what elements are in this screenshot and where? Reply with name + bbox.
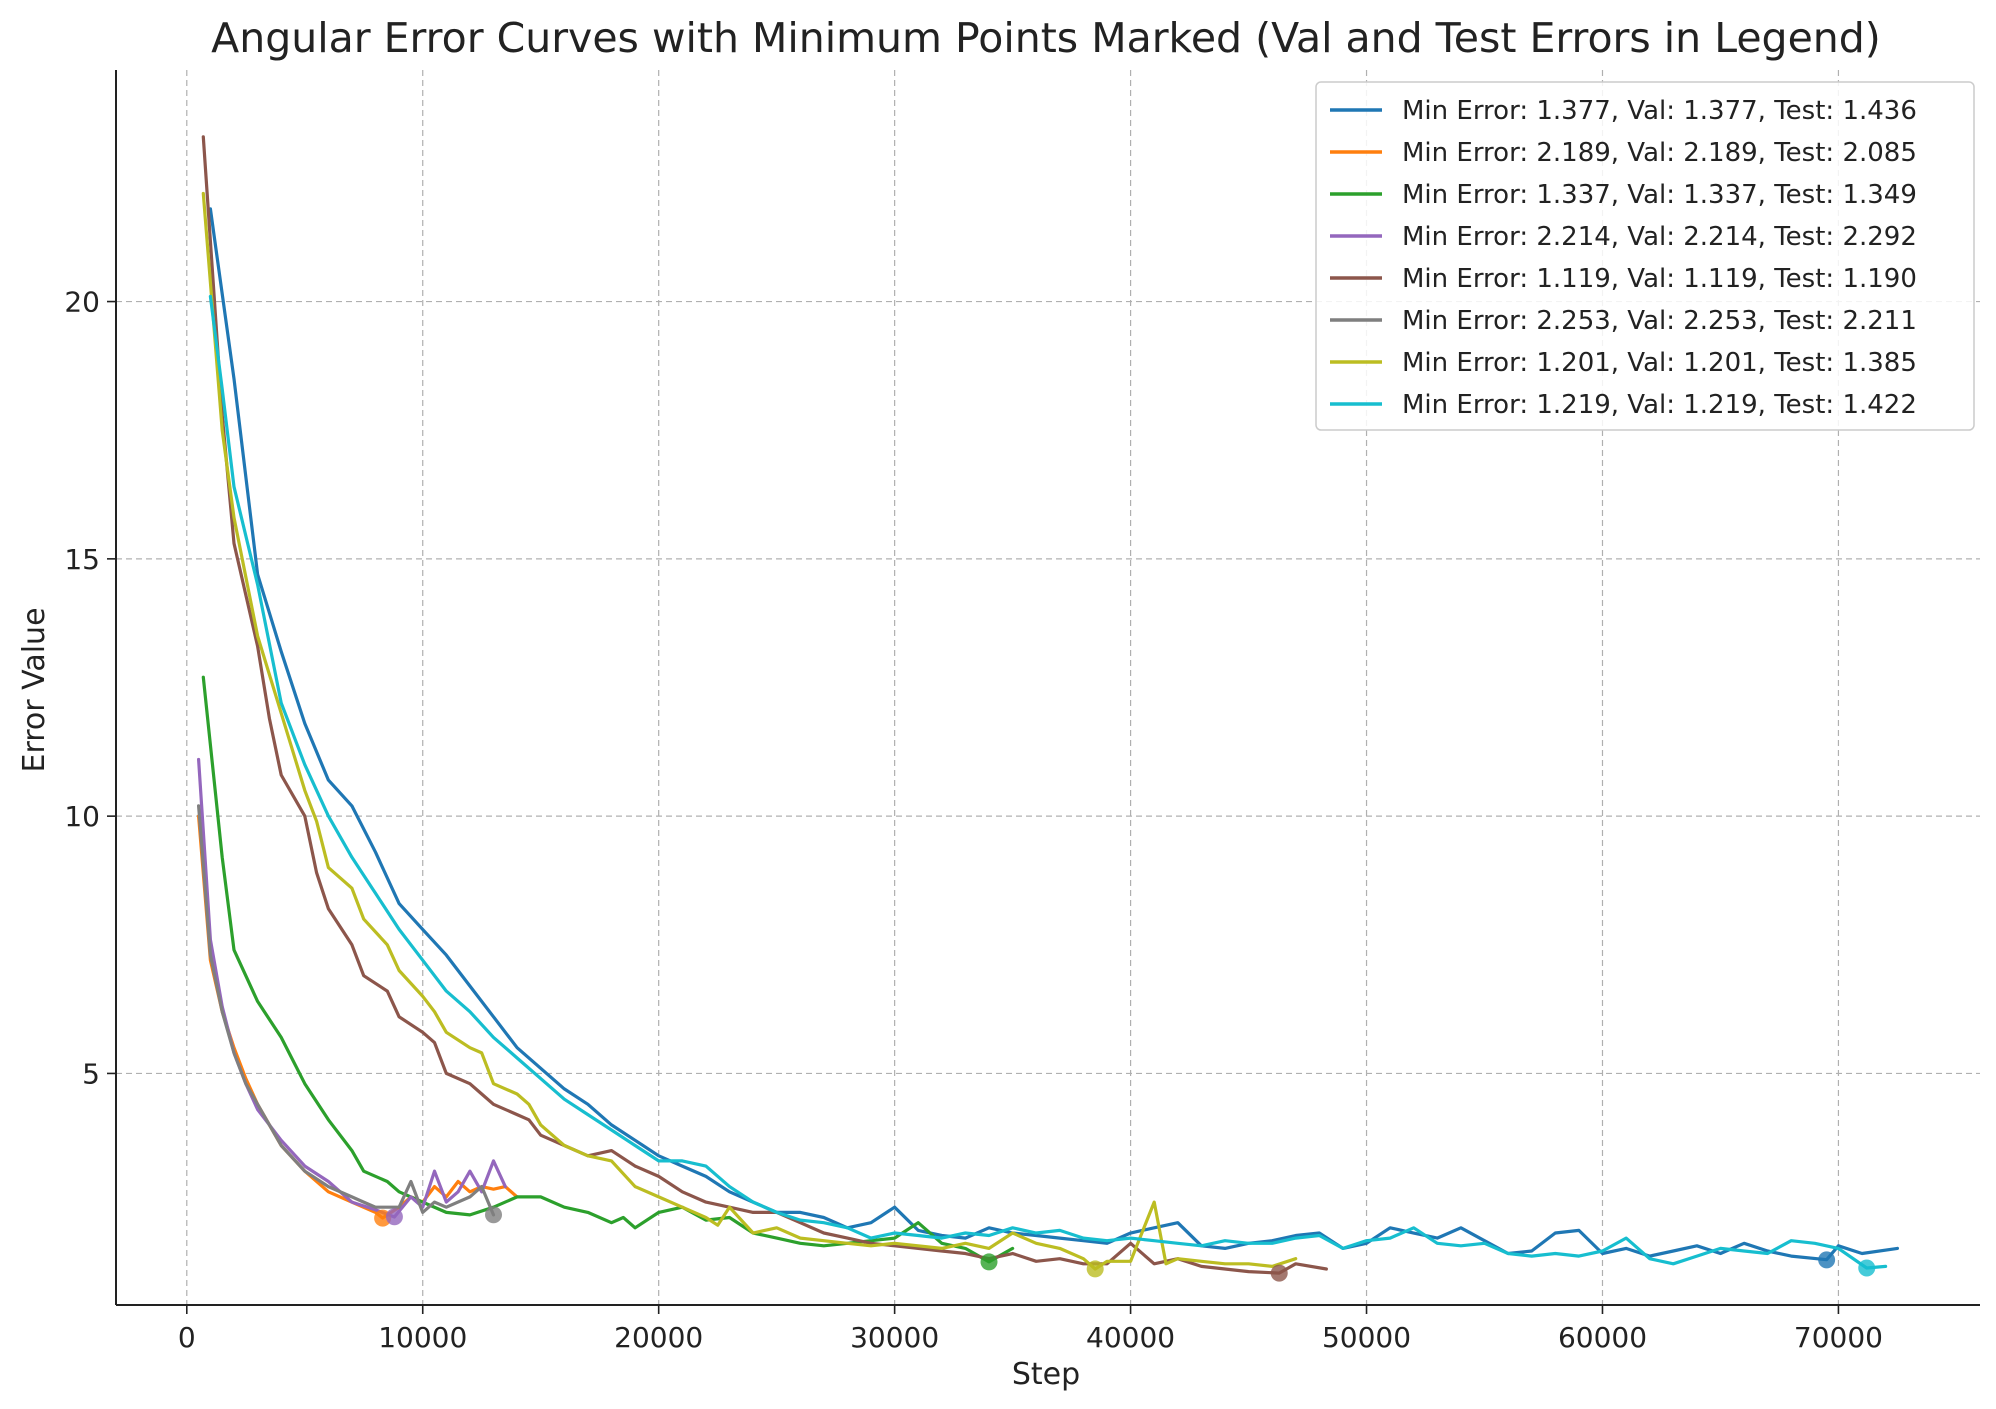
min-point-marker-3 xyxy=(980,1253,998,1271)
series-layer xyxy=(197,135,1899,1282)
y-tick-label: 5 xyxy=(82,1057,100,1090)
legend-entry: Min Error: 1.219, Val: 1.219, Test: 1.42… xyxy=(1402,390,1917,420)
legend-entry: Min Error: 1.377, Val: 1.377, Test: 1.43… xyxy=(1402,96,1917,126)
legend-entry: Min Error: 1.119, Val: 1.119, Test: 1.19… xyxy=(1402,264,1917,294)
series-line-7 xyxy=(201,191,1298,1271)
y-tick-label: 10 xyxy=(64,800,100,833)
axes xyxy=(107,70,1980,1314)
x-tick-label: 0 xyxy=(178,1321,196,1354)
series-line-6 xyxy=(197,804,496,1217)
series-line-5 xyxy=(201,135,1328,1275)
x-tick-label: 20000 xyxy=(614,1321,703,1354)
legend-entry: Min Error: 2.253, Val: 2.253, Test: 2.21… xyxy=(1402,306,1917,336)
y-tick-label: 15 xyxy=(64,543,100,576)
x-tick-label: 30000 xyxy=(850,1321,939,1354)
x-axis-label: Step xyxy=(1012,1357,1080,1392)
x-tick-label: 10000 xyxy=(378,1321,467,1354)
min-point-marker-7 xyxy=(1086,1260,1104,1278)
min-point-marker-4 xyxy=(385,1208,403,1226)
legend-entry: Min Error: 1.337, Val: 1.337, Test: 1.34… xyxy=(1402,180,1917,210)
min-point-marker-1 xyxy=(1818,1251,1836,1269)
x-tick-label: 70000 xyxy=(1794,1321,1883,1354)
min-point-marker-5 xyxy=(1270,1264,1288,1282)
y-tick-label: 20 xyxy=(64,286,100,319)
chart-title: Angular Error Curves with Minimum Points… xyxy=(211,14,1881,62)
legend-box xyxy=(1315,81,1975,431)
legend-entry: Min Error: 2.214, Val: 2.214, Test: 2.29… xyxy=(1402,222,1917,252)
tick-labels: 0 10000 20000 30000 40000 50000 60000 70000 5 10 1… xyxy=(64,286,1883,1354)
legend: Min Error: 1.377, Val: 1.377, Test: 1.43… xyxy=(1315,81,1975,431)
min-point-marker-8 xyxy=(1858,1259,1876,1277)
y-axis-label: Error Value xyxy=(17,607,52,772)
legend-entry: Min Error: 2.189, Val: 2.189, Test: 2.08… xyxy=(1402,138,1917,168)
x-tick-label: 60000 xyxy=(1558,1321,1647,1354)
series-line-8 xyxy=(208,294,1888,1270)
series-line-1 xyxy=(208,207,1899,1262)
x-tick-label: 40000 xyxy=(1086,1321,1175,1354)
min-point-marker-6 xyxy=(485,1206,503,1224)
x-tick-label: 50000 xyxy=(1322,1321,1411,1354)
legend-entry: Min Error: 1.201, Val: 1.201, Test: 1.38… xyxy=(1402,348,1917,378)
